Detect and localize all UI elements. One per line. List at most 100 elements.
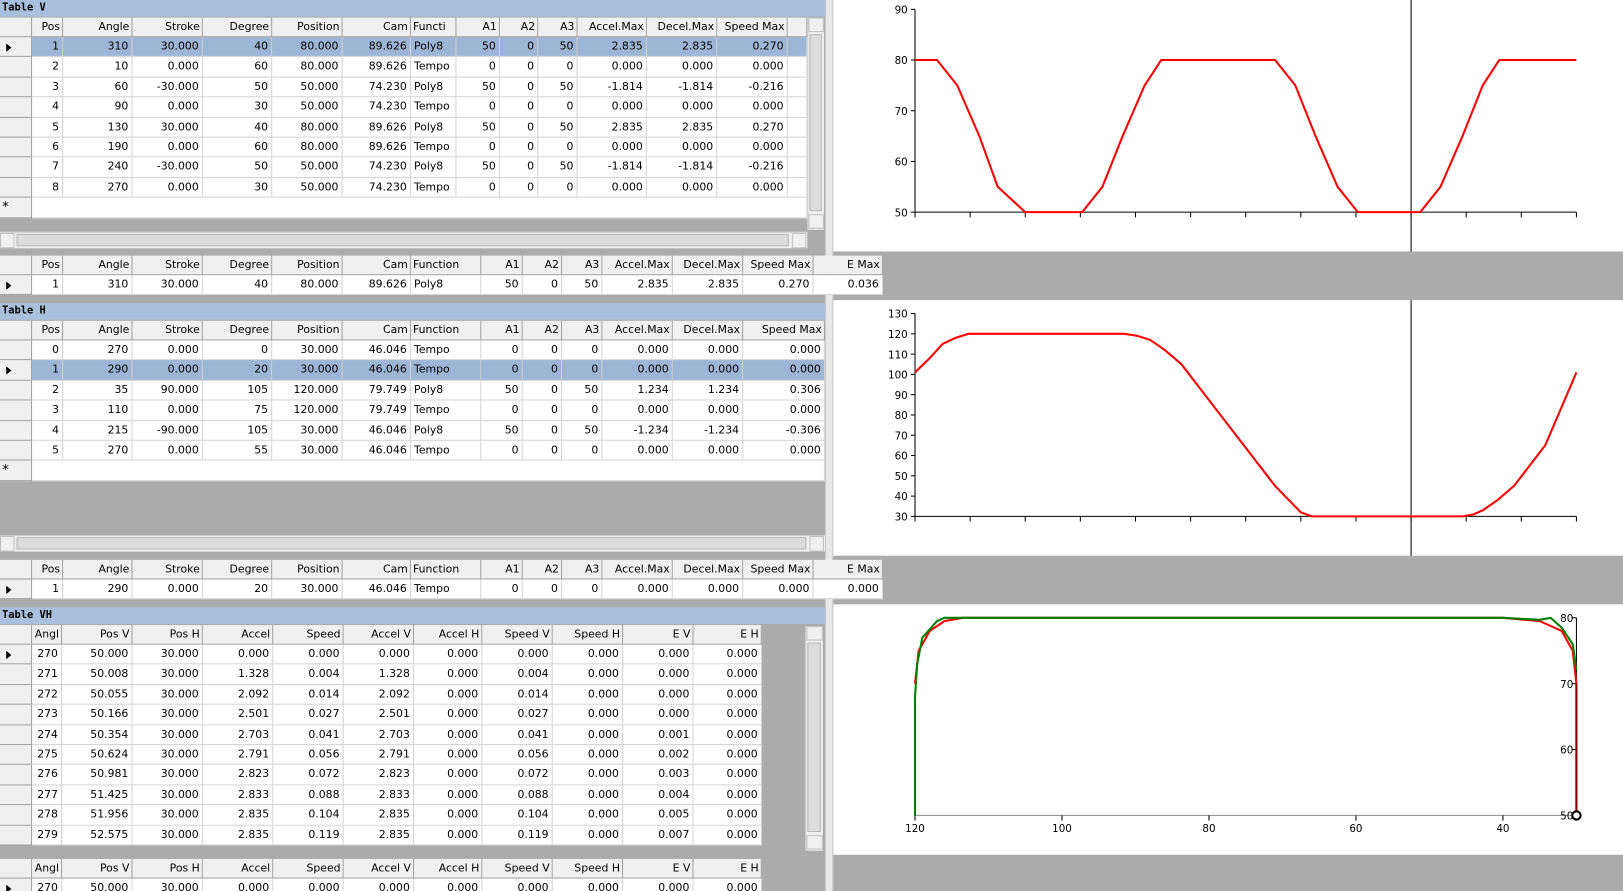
column-header: Angle <box>63 559 133 580</box>
scroll-thumb[interactable] <box>16 233 789 247</box>
cell: 105 <box>202 380 273 401</box>
cell: 30.000 <box>272 440 343 461</box>
cell: 2.835 <box>577 117 647 138</box>
cell: 0.000 <box>693 825 762 846</box>
cell: 60 <box>202 137 273 158</box>
column-header: Speed H <box>552 625 624 645</box>
cell: 2.835 <box>343 805 415 826</box>
y-tick-label: 70 <box>895 430 908 442</box>
cell: 30.000 <box>132 37 203 58</box>
cell: 2.835 <box>646 117 718 138</box>
cell: 270 <box>63 340 133 361</box>
cell: 0.000 <box>743 579 814 600</box>
cell: 0.000 <box>717 177 788 198</box>
cell: 0 <box>481 400 523 421</box>
column-header: Speed Max <box>717 17 788 38</box>
scroll-right[interactable] <box>809 536 824 552</box>
y-tick-label: 50 <box>895 471 908 483</box>
scroll-down[interactable] <box>806 835 823 850</box>
y-tick-label: 70 <box>1560 679 1573 691</box>
cell: 2.835 <box>602 275 673 295</box>
column-header: Accel H <box>414 858 483 879</box>
column-header: Function <box>410 255 482 276</box>
cell: 0.119 <box>273 825 344 846</box>
cell: 30.000 <box>132 805 203 826</box>
cell: 0 <box>499 157 539 178</box>
scroll-left[interactable] <box>0 536 15 552</box>
cell: 0.000 <box>414 725 483 746</box>
cell: 46.046 <box>342 340 411 361</box>
column-header: Stroke <box>132 255 203 276</box>
cell: 2.835 <box>202 805 274 826</box>
scroll-down[interactable] <box>808 214 824 229</box>
cell: 0.000 <box>693 805 762 826</box>
column-header: Position <box>272 559 343 580</box>
row-indicator <box>6 43 12 52</box>
cell: 50.354 <box>62 725 133 746</box>
column-header: Pos <box>32 17 64 38</box>
cell: 0.000 <box>623 878 694 891</box>
scroll-left[interactable] <box>0 232 15 249</box>
cell: 0 <box>32 340 64 361</box>
cell: 0.000 <box>132 579 203 600</box>
cell: Tempo <box>410 579 482 600</box>
cell: 0.000 <box>602 440 673 461</box>
cell: -0.306 <box>743 420 825 441</box>
cell: 1.234 <box>602 380 673 401</box>
scroll-up[interactable] <box>808 17 824 33</box>
scroll-thumb[interactable] <box>809 34 822 212</box>
cell: 215 <box>63 420 133 441</box>
scroll-thumb[interactable] <box>807 642 821 833</box>
cell: 0 <box>499 57 539 78</box>
table-title: Table VH <box>0 607 825 625</box>
row-header <box>0 37 33 58</box>
y-tick-label: 30 <box>895 512 908 524</box>
cell: 0.104 <box>273 805 344 826</box>
cell: 0.027 <box>273 704 344 725</box>
scroll-thumb[interactable] <box>16 537 807 550</box>
scroll-up[interactable] <box>806 626 823 641</box>
cell: -1.234 <box>672 420 744 441</box>
row-header <box>0 704 33 725</box>
cell: 50.000 <box>62 644 133 665</box>
cell: 0 <box>522 275 563 295</box>
cell: 0 <box>499 77 539 98</box>
y-tick-label: 50 <box>895 207 908 219</box>
x-tick-label: 120 <box>905 823 925 835</box>
cell: 55 <box>202 440 273 461</box>
cell: 0.088 <box>482 785 553 806</box>
column-header: Pos V <box>62 858 133 879</box>
cell: 50 <box>538 117 578 138</box>
y-tick-label: 110 <box>888 349 908 361</box>
cell: 30.000 <box>132 825 203 846</box>
cell: 0 <box>202 340 273 361</box>
cell: 89.626 <box>342 37 411 58</box>
cell: 0.000 <box>693 745 762 766</box>
cell: 0.000 <box>414 765 483 786</box>
cell: 0.306 <box>743 380 825 401</box>
cell: Tempo <box>410 400 482 421</box>
cell: 90.000 <box>132 380 203 401</box>
cell: 0.000 <box>414 684 483 705</box>
cell: 0.000 <box>813 579 883 600</box>
column-header: E V <box>623 858 694 879</box>
y-tick-label: 80 <box>895 410 908 422</box>
cell: -30.000 <box>132 77 203 98</box>
cell: 50 <box>481 275 523 295</box>
cell: 2.703 <box>343 725 415 746</box>
column-header: Decel.Max <box>672 320 744 341</box>
column-header: Cam <box>342 559 411 580</box>
cell: 0.000 <box>132 340 203 361</box>
cell: 0.001 <box>623 725 694 746</box>
cell: 0.000 <box>693 704 762 725</box>
scroll-right[interactable] <box>791 232 807 249</box>
cell: 0.000 <box>552 704 624 725</box>
column-header: Cam <box>342 17 411 38</box>
cell: 0.000 <box>693 878 762 891</box>
cell: 0.000 <box>577 177 647 198</box>
cell: 105 <box>202 420 273 441</box>
cell: 0.000 <box>132 440 203 461</box>
cell: 1.328 <box>343 664 415 685</box>
cell: 2.092 <box>343 684 415 705</box>
